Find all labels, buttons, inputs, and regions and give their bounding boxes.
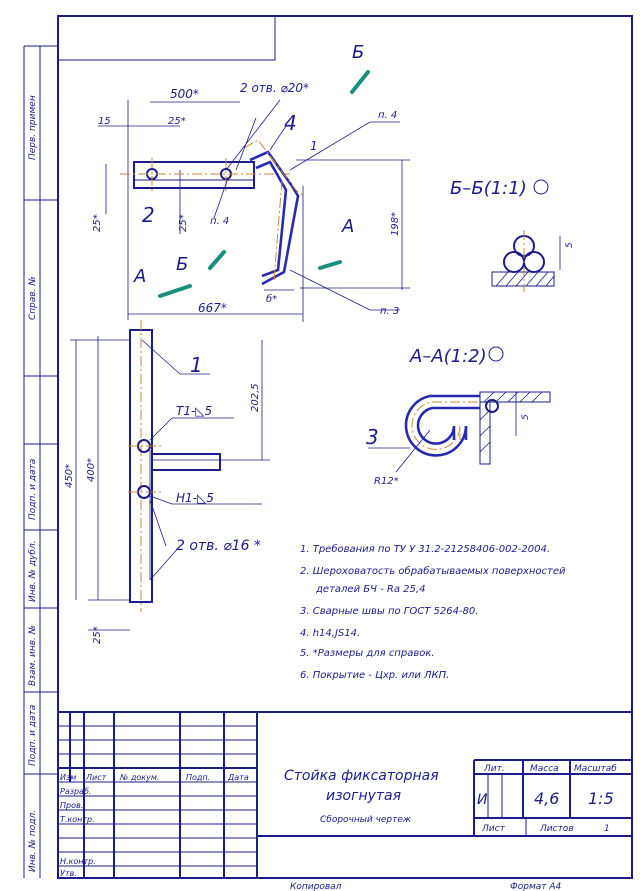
dim-400: 400* [86, 458, 97, 482]
side-columns: Перв. примен Справ. № Подп. и дата Инв. … [23, 45, 58, 878]
side-col-7: Инв. № подл. [28, 810, 38, 872]
role-approver: Утв. [60, 869, 77, 878]
role-norm-control: Н.контр. [60, 857, 96, 866]
section-aa-radius: R12* [374, 476, 399, 487]
dim-198: 198* [390, 212, 401, 236]
dim-b: б* [266, 293, 277, 305]
sheet-frame [57, 15, 633, 879]
section-bb: Б–Б(1:1) 5 [450, 178, 575, 292]
col-list: Лист [85, 773, 107, 782]
drawing-name-1: Стойка фиксаторная [284, 768, 439, 784]
note-1: 1. Требования по ТУ У 31.2-21258406-002-… [300, 543, 550, 555]
side-view-position: 1 [190, 353, 203, 377]
scale-value: 1:5 [588, 789, 614, 808]
dim-25-mid: 25* [178, 214, 189, 232]
dim-15: 15 [98, 116, 111, 127]
section-aa-title: А–А(1:2) [409, 346, 487, 367]
position-1: 1 [310, 139, 318, 153]
cut-b-top: Б [352, 42, 364, 63]
weld-t1: Т1-◺5 [176, 404, 212, 418]
technical-notes: 1. Требования по ТУ У 31.2-21258406-002-… [300, 543, 566, 681]
side-col-3: Подп. и дата [28, 459, 38, 520]
note-3: 3. Сварные швы по ГОСТ 5264-80. [300, 606, 478, 617]
copied-label: Копировал [290, 882, 342, 891]
position-4: 4 [284, 111, 297, 135]
main-view: 500* 2 отв. ⌀20* 15 25* 25* 25* 198* 667… [92, 42, 410, 322]
lit-label: Лит. [483, 764, 505, 774]
dim-25-left: 25* [92, 214, 103, 232]
side-col-6: Подп. и дата [28, 705, 38, 766]
note-5: 5. *Размеры для справок. [300, 648, 435, 659]
dim-25-top: 25* [168, 116, 186, 127]
role-tech-control: Т.контр. [60, 815, 95, 824]
scale-label: Масштаб [574, 764, 617, 774]
note-2-cont: деталей БЧ - Ra 25,4 [315, 584, 425, 595]
col-sign: Подп. [186, 773, 210, 782]
mass-label: Масса [530, 764, 559, 774]
format-label: Формат А4 [510, 882, 562, 891]
sheets-value: 1 [604, 824, 610, 834]
holes-16-label: 2 отв. ⌀16 * [176, 538, 261, 554]
top-stamp-box [57, 15, 276, 61]
lit-value: И [477, 792, 488, 808]
col-izm: Изм [60, 773, 76, 782]
side-col-2: Справ. № [28, 276, 38, 320]
section-bb-dim: 5 [565, 242, 575, 248]
dim-202-5: 202,5 [250, 383, 261, 412]
ref-p3: п. 3 [380, 306, 399, 317]
cut-b-left: Б [176, 254, 188, 275]
ref-p4-right: п. 4 [378, 110, 397, 121]
section-aa-position: 3 [366, 425, 379, 449]
role-developer: Разраб. [60, 787, 91, 796]
sheet-label: Лист [481, 824, 506, 834]
col-date: Дата [227, 773, 249, 782]
note-4: 4. h14,JS14. [300, 628, 360, 639]
section-aa: А–А(1:2) 5 3 R12* [366, 346, 551, 487]
side-col-4: Инв. № дубл. [28, 540, 38, 602]
dim-450: 450* [64, 464, 75, 488]
side-col-1: Перв. примен [28, 95, 38, 160]
note-6: 6. Покрытие - Цхр. или ЛКП. [300, 670, 449, 681]
dim-500: 500* [170, 87, 199, 101]
col-doc: № докум. [119, 773, 159, 782]
ref-p4-left: п. 4 [210, 216, 229, 227]
dim-25-bottom: 25* [92, 626, 103, 644]
section-bb-title: Б–Б(1:1) [450, 178, 527, 199]
title-block: Изм Лист № докум. Подп. Дата Разраб. Про… [57, 711, 633, 879]
sheets-label: Листов [539, 824, 574, 834]
mass-value: 4,6 [534, 789, 559, 808]
document-type: Сборочный чертеж [320, 815, 412, 825]
note-2: 2. Шероховатость обрабатываемых поверхно… [300, 565, 566, 577]
dim-667: 667* [198, 301, 227, 315]
side-view: 1 450* 400* 202,5 25* Т1-◺5 Н1-◺5 2 отв.… [64, 320, 270, 644]
cut-a-left: А [133, 266, 146, 287]
side-col-5: Взам. инв. № [28, 625, 38, 686]
role-checker: Пров. [60, 801, 83, 810]
section-aa-dim: 5 [521, 414, 531, 420]
position-2: 2 [142, 203, 155, 227]
holes-20-label: 2 отв. ⌀20* [240, 81, 309, 95]
cut-a-right: А [341, 216, 354, 237]
drawing-name-2: изогнутая [326, 788, 401, 804]
weld-h1: Н1-◺5 [176, 491, 214, 505]
